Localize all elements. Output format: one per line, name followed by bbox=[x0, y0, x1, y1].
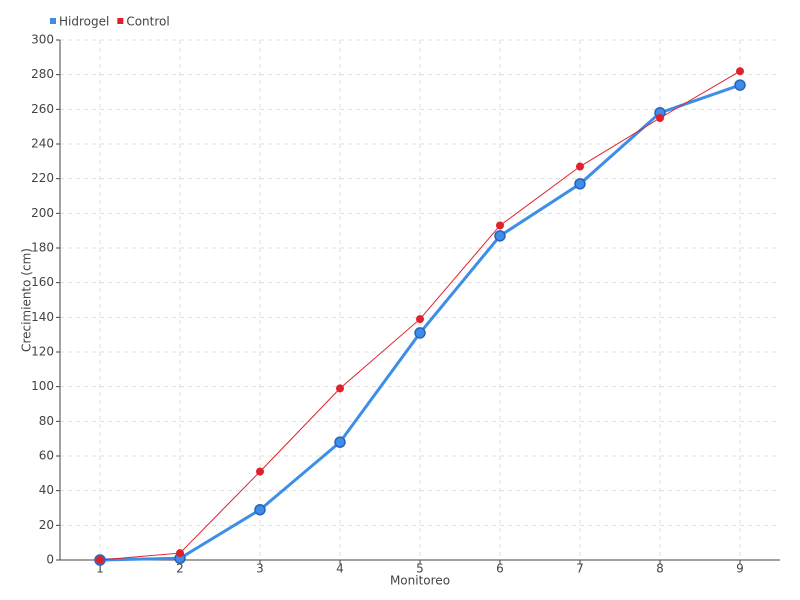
data-point bbox=[256, 467, 264, 476]
y-tick-label: 0 bbox=[46, 553, 54, 567]
y-tick-label: 300 bbox=[31, 33, 54, 47]
data-point bbox=[416, 315, 424, 324]
x-tick-label: 6 bbox=[496, 562, 504, 576]
data-point bbox=[254, 503, 266, 516]
legend-swatch bbox=[50, 18, 56, 24]
data-point bbox=[496, 221, 504, 230]
y-tick-label: 160 bbox=[31, 275, 54, 289]
y-tick-label: 100 bbox=[31, 379, 54, 393]
data-point bbox=[494, 230, 506, 242]
x-tick-label: 7 bbox=[576, 562, 584, 576]
y-tick-label: 280 bbox=[31, 67, 54, 81]
data-point bbox=[176, 549, 184, 558]
y-tick-label: 240 bbox=[31, 137, 54, 151]
x-tick-label: 9 bbox=[736, 562, 744, 576]
y-tick-label: 80 bbox=[39, 414, 54, 428]
y-tick-label: 20 bbox=[39, 518, 54, 532]
x-tick-label: 8 bbox=[656, 562, 664, 576]
data-point bbox=[734, 79, 746, 91]
y-tick-label: 140 bbox=[31, 310, 54, 324]
x-tick-label: 2 bbox=[176, 562, 184, 576]
data-point bbox=[656, 114, 664, 122]
x-tick-label: 1 bbox=[96, 562, 104, 576]
data-point bbox=[574, 178, 586, 190]
data-point bbox=[414, 327, 426, 339]
data-point bbox=[576, 162, 584, 171]
y-tick-label: 220 bbox=[31, 171, 54, 185]
y-tick-label: 200 bbox=[31, 206, 54, 220]
data-point bbox=[736, 67, 744, 76]
y-tick-label: 180 bbox=[31, 241, 54, 255]
y-tick-label: 260 bbox=[31, 102, 54, 116]
legend-label: Hidrogel bbox=[59, 15, 109, 29]
y-tick-label: 120 bbox=[31, 345, 54, 359]
x-tick-label: 4 bbox=[336, 562, 344, 576]
y-tick-label: 40 bbox=[39, 483, 54, 497]
y-tick-label: 60 bbox=[39, 449, 54, 463]
x-axis-label: Monitoreo bbox=[390, 574, 450, 588]
data-point bbox=[334, 436, 346, 448]
y-axis-label: Crecimiento (cm) bbox=[20, 248, 34, 352]
x-tick-label: 5 bbox=[416, 562, 424, 576]
legend-label: Control bbox=[126, 15, 169, 29]
x-tick-label: 3 bbox=[256, 562, 264, 576]
data-point bbox=[96, 556, 104, 564]
data-point bbox=[336, 384, 344, 393]
legend-swatch bbox=[117, 18, 124, 24]
